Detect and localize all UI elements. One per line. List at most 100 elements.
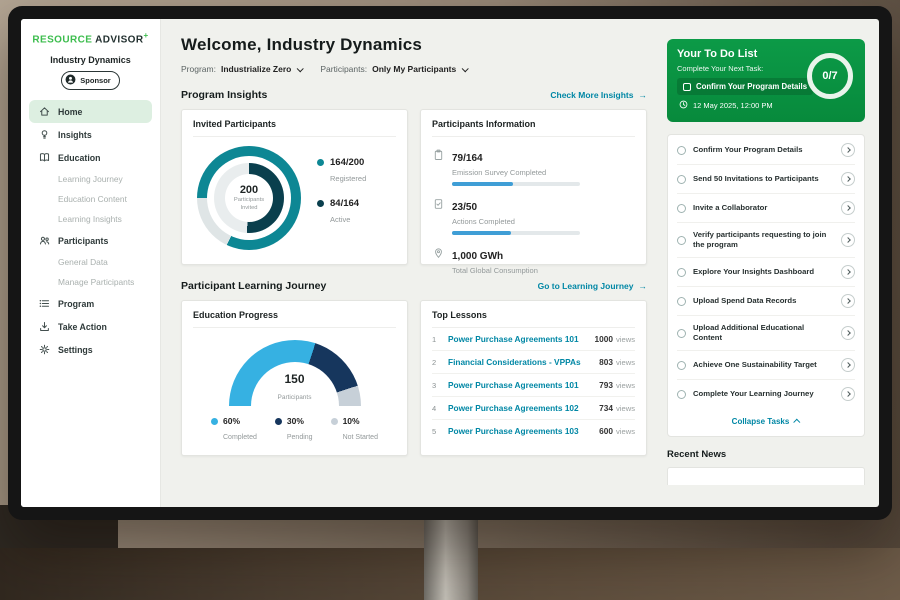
check-more-insights-link[interactable]: Check More Insights → [550, 90, 647, 100]
sidebar-item-home[interactable]: Home [29, 100, 152, 124]
progress-bar [452, 182, 580, 186]
lesson-views: 734 views [599, 403, 635, 413]
go-to-learning-journey-link[interactable]: Go to Learning Journey → [537, 281, 648, 291]
chevron-up-icon [793, 418, 801, 426]
task-row[interactable]: Send 50 Invitations to Participants [677, 165, 855, 194]
education-progress-card: Education Progress 150 Participants 60% C… [181, 300, 408, 456]
card-title: Top Lessons [432, 310, 635, 328]
lesson-link[interactable]: Power Purchase Agreements 102 [448, 403, 579, 413]
chevron-down-icon [297, 64, 305, 72]
sidebar-item-general-data[interactable]: General Data [58, 257, 108, 268]
stat-global-consumption: 1,000 GWh Total Global Consumption [432, 246, 635, 275]
task-checkbox[interactable] [677, 174, 686, 184]
lesson-link[interactable]: Power Purchase Agreements 101 [448, 380, 579, 390]
legend-dot [317, 159, 324, 166]
recent-news-card [667, 467, 865, 485]
sidebar-item-participants[interactable]: Participants [29, 229, 152, 252]
program-select[interactable]: Industrialize Zero [221, 64, 305, 74]
sidebar-item-take-action[interactable]: Take Action [29, 315, 152, 338]
download-action-icon [39, 321, 50, 332]
sidebar-item-label: Education [58, 152, 101, 163]
donut-center-label: Participants Invited [233, 197, 265, 211]
task-chevron-icon[interactable] [841, 387, 855, 401]
task-checkbox[interactable] [677, 267, 686, 277]
learning-journey-header: Participant Learning Journey Go to Learn… [181, 280, 647, 292]
sidebar-item-learning-insights[interactable]: Learning Insights [58, 214, 122, 225]
collapse-tasks-link[interactable]: Collapse Tasks [677, 408, 855, 433]
lesson-views: 803 views [599, 357, 635, 367]
sidebar-item-insights[interactable]: Insights [29, 123, 152, 146]
lesson-link[interactable]: Power Purchase Agreements 103 [448, 426, 579, 436]
task-checkbox[interactable] [677, 203, 686, 213]
monitor-frame: RESOURCE ADVISOR+ Industry Dynamics Spon… [8, 6, 892, 520]
sidebar-item-education-content[interactable]: Education Content [58, 194, 127, 205]
sidebar-item-program[interactable]: Program [29, 292, 152, 315]
task-checkbox[interactable] [677, 389, 686, 399]
legend-dot [330, 418, 338, 425]
task-chevron-icon[interactable] [841, 265, 855, 279]
legend-item-not-started: 10% Not Started [330, 416, 378, 444]
checkbox-icon[interactable] [683, 82, 691, 91]
legend-dot [274, 418, 282, 425]
task-chevron-icon[interactable] [841, 326, 855, 340]
task-row[interactable]: Explore Your Insights Dashboard [677, 258, 855, 287]
sidebar-item-manage-participants[interactable]: Manage Participants [58, 277, 135, 288]
sidebar-item-settings[interactable]: Settings [29, 338, 152, 361]
lesson-views: 793 views [599, 380, 635, 390]
legend-value: 84/164 [330, 198, 360, 209]
checklist-icon [432, 197, 444, 235]
stat-label: Actions Completed [452, 217, 515, 226]
card-title: Education Progress [193, 310, 396, 328]
invited-legend: 164/200 Registered 84/164 Active [317, 157, 366, 239]
task-chevron-icon[interactable] [841, 358, 855, 372]
gauge-center-label: Participants [277, 394, 312, 401]
task-row[interactable]: Upload Spend Data Records [677, 287, 855, 316]
legend-item-registered: 164/200 Registered [317, 157, 366, 186]
task-chevron-icon[interactable] [841, 172, 855, 186]
home-icon [39, 106, 50, 117]
task-checkbox[interactable] [677, 328, 686, 338]
sidebar-nav: Home Insights Education Learning Journey… [21, 100, 160, 361]
sidebar-item-learning-journey[interactable]: Learning Journey [58, 174, 123, 185]
todo-subtitle: Complete Your Next Task: [677, 64, 764, 73]
todo-next-task[interactable]: Confirm Your Program Details [677, 78, 814, 95]
org-name: Industry Dynamics [50, 55, 131, 66]
progress-bar [452, 231, 580, 235]
task-chevron-icon[interactable] [841, 143, 855, 157]
sidebar: RESOURCE ADVISOR+ Industry Dynamics Spon… [21, 19, 161, 507]
task-row[interactable]: Complete Your Learning Journey [677, 380, 855, 408]
participants-information-card: Participants Information 79/164 Emission… [420, 109, 647, 275]
task-checkbox[interactable] [677, 145, 686, 155]
lesson-views: 1000 views [594, 334, 635, 344]
task-chevron-icon[interactable] [841, 294, 855, 308]
recent-news-title: Recent News [667, 449, 727, 460]
tasks-card: Confirm Your Program Details Send 50 Inv… [667, 134, 865, 437]
lesson-link[interactable]: Power Purchase Agreements 101 [448, 334, 579, 344]
sponsor-badge[interactable]: Sponsor [61, 71, 120, 91]
sidebar-item-education[interactable]: Education [29, 146, 152, 169]
task-row[interactable]: Upload Additional Educational Content [677, 316, 855, 351]
donut-center-value: 200 [239, 184, 259, 197]
chevron-down-icon [461, 64, 469, 72]
lesson-link[interactable]: Financial Considerations - VPPAs [448, 357, 581, 367]
task-row[interactable]: Achieve One Sustainability Target [677, 351, 855, 380]
task-chevron-icon[interactable] [841, 201, 855, 215]
participants-select[interactable]: Only My Participants [372, 64, 469, 74]
task-checkbox[interactable] [677, 235, 686, 245]
task-chevron-icon[interactable] [841, 233, 855, 247]
invited-participants-card: Invited Participants 200 Participants In… [181, 109, 408, 265]
lesson-row: 4 Power Purchase Agreements 102 734 views [432, 397, 635, 420]
task-row[interactable]: Verify participants requesting to join t… [677, 223, 855, 258]
people-icon [39, 235, 50, 246]
stat-value: 1,000 GWh [452, 251, 504, 262]
arrow-right-icon: → [638, 281, 648, 291]
task-checkbox[interactable] [677, 296, 686, 306]
sidebar-item-label: Take Action [58, 321, 107, 332]
task-row[interactable]: Confirm Your Program Details [677, 136, 855, 165]
stat-label: Emission Survey Completed [452, 168, 547, 177]
main-content: Welcome, Industry Dynamics Program: Indu… [161, 19, 661, 507]
gear-icon [39, 344, 50, 355]
task-row[interactable]: Invite a Collaborator [677, 194, 855, 223]
lesson-row: 5 Power Purchase Agreements 103 600 views [432, 426, 635, 436]
task-checkbox[interactable] [677, 360, 686, 370]
